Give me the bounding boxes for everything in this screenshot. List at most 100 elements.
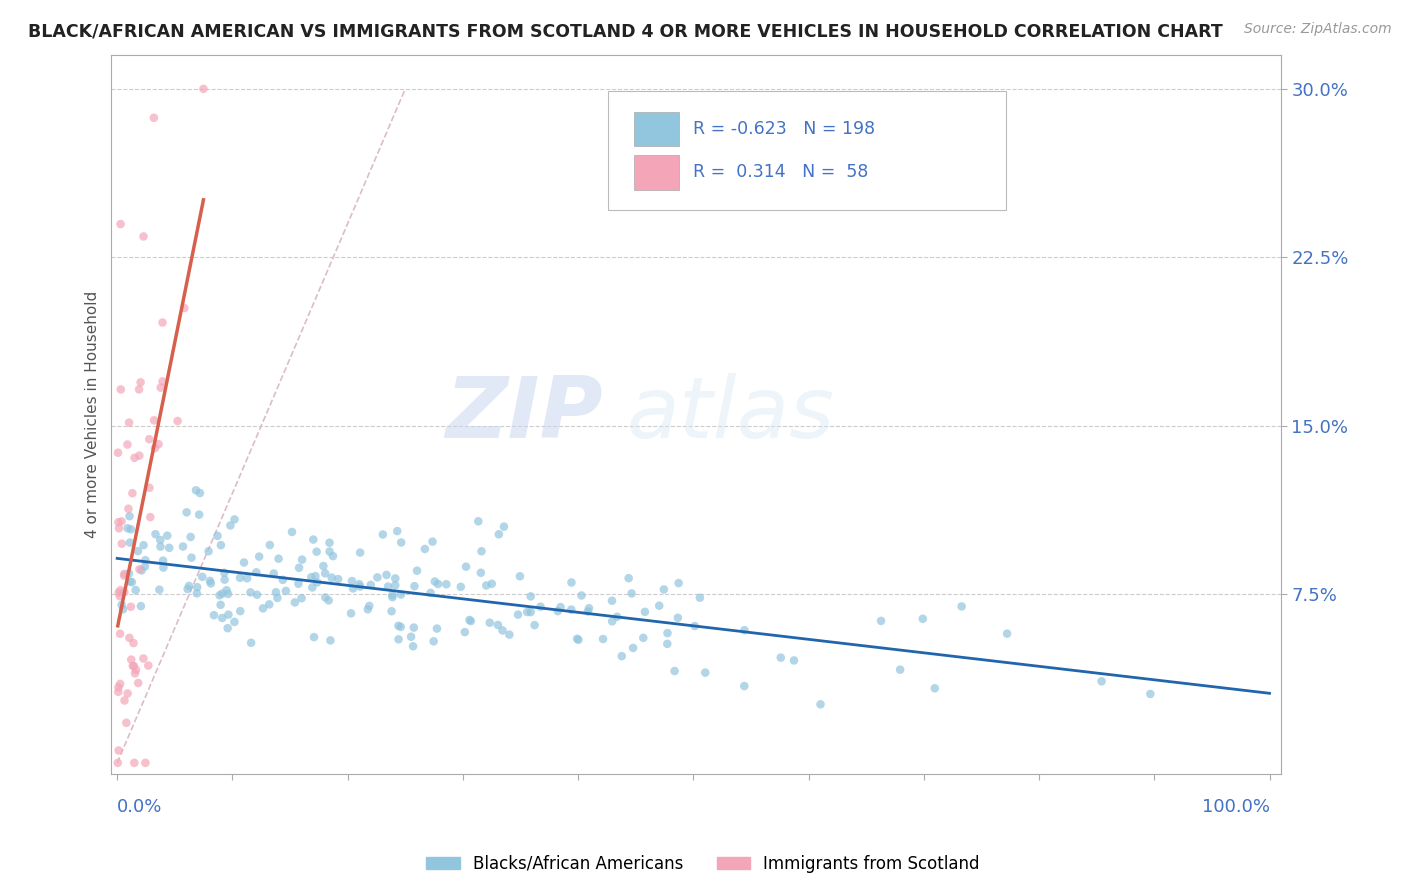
Point: [422, 534, 444, 549]
Point: [304, 569, 326, 583]
Point: [149, 381, 172, 395]
Point: [389, 535, 412, 549]
Point: [271, 573, 294, 587]
Point: [127, 544, 149, 558]
Point: [112, 566, 135, 581]
Point: [565, 632, 588, 646]
Point: [342, 582, 364, 596]
Point: [666, 611, 689, 625]
Text: R = -0.623   N = 198: R = -0.623 N = 198: [693, 120, 875, 138]
Point: [110, 583, 132, 598]
Point: [427, 577, 450, 591]
Point: [422, 634, 444, 648]
Point: [107, 681, 129, 695]
Point: [267, 551, 290, 566]
Point: [263, 566, 285, 581]
Point: [131, 563, 153, 577]
Point: [423, 574, 446, 589]
Point: [122, 658, 145, 673]
Point: [247, 549, 270, 564]
Point: [224, 512, 246, 526]
Point: [186, 580, 208, 594]
Point: [284, 595, 307, 609]
Point: [950, 599, 973, 614]
Point: [180, 550, 202, 565]
Point: [314, 591, 336, 605]
Point: [302, 630, 325, 644]
Point: [1139, 687, 1161, 701]
Point: [229, 604, 252, 618]
Point: [911, 612, 934, 626]
Point: [110, 514, 132, 528]
Point: [326, 572, 349, 586]
Point: [120, 599, 142, 614]
Point: [107, 585, 129, 599]
Point: [114, 693, 136, 707]
Point: [560, 575, 582, 590]
Text: 100.0%: 100.0%: [1202, 798, 1270, 816]
Point: [136, 658, 159, 673]
Point: [291, 552, 314, 566]
Point: [124, 450, 146, 465]
Point: [176, 582, 198, 596]
Point: [236, 571, 259, 585]
Point: [360, 578, 382, 592]
Point: [620, 586, 643, 600]
Point: [117, 437, 139, 451]
Text: ZIP: ZIP: [446, 373, 603, 456]
Point: [576, 604, 599, 618]
Point: [359, 599, 381, 613]
Point: [122, 636, 145, 650]
Point: [118, 509, 141, 524]
Point: [252, 601, 274, 615]
Text: BLACK/AFRICAN AMERICAN VS IMMIGRANTS FROM SCOTLAND 4 OR MORE VEHICLES IN HOUSEHO: BLACK/AFRICAN AMERICAN VS IMMIGRANTS FRO…: [28, 22, 1223, 40]
Point: [380, 604, 402, 618]
Point: [652, 582, 675, 597]
Point: [108, 626, 131, 640]
Point: [148, 582, 170, 597]
Point: [810, 698, 832, 712]
Point: [197, 544, 219, 558]
Point: [470, 566, 492, 580]
Point: [377, 580, 399, 594]
Point: [173, 301, 195, 315]
Point: [121, 659, 143, 673]
Point: [406, 564, 429, 578]
Point: [460, 614, 482, 628]
Point: [110, 383, 132, 397]
Point: [302, 533, 325, 547]
Point: [211, 586, 233, 600]
Point: [305, 545, 328, 559]
Point: [664, 664, 686, 678]
Point: [592, 632, 614, 646]
Point: [288, 561, 311, 575]
Point: [143, 413, 166, 427]
Point: [529, 599, 551, 614]
Point: [571, 589, 593, 603]
Point: [217, 587, 239, 601]
Point: [124, 583, 146, 598]
Point: [419, 586, 441, 600]
Point: [132, 651, 155, 665]
Point: [108, 521, 131, 535]
Point: [138, 481, 160, 495]
Point: [107, 743, 129, 757]
Point: [314, 566, 336, 581]
Point: [266, 591, 288, 605]
Point: [318, 535, 340, 549]
Point: [498, 627, 520, 641]
Text: Source: ZipAtlas.com: Source: ZipAtlas.com: [1244, 22, 1392, 37]
Point: [1090, 674, 1112, 689]
Point: [143, 441, 166, 455]
Point: [519, 605, 541, 619]
Point: [111, 598, 134, 612]
Point: [176, 505, 198, 519]
Point: [208, 588, 231, 602]
Point: [108, 677, 131, 691]
Point: [129, 599, 152, 613]
Point: [733, 623, 755, 637]
Point: [129, 376, 152, 390]
Point: [617, 571, 640, 585]
Point: [321, 571, 343, 585]
Point: [157, 541, 180, 555]
